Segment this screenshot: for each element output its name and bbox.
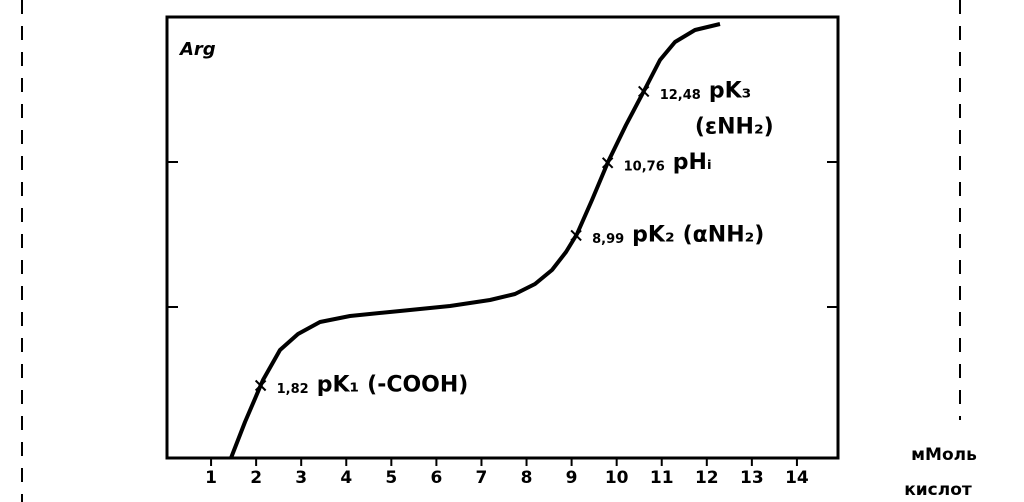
value-label: 8,99 [592, 232, 624, 247]
x-tick-label: 1 [205, 468, 217, 488]
x-tick-label: 3 [295, 468, 307, 488]
x-tick-label: 2 [250, 468, 262, 488]
pka-group: (εNH₂) [695, 114, 774, 139]
pka-symbol: pHᵢ [673, 150, 712, 175]
pka-marker [570, 229, 582, 242]
pka-group: (-COOH) [367, 373, 468, 398]
plot-frame [165, 15, 840, 460]
x-tick-label: 14 [785, 468, 809, 488]
pka-marker [637, 85, 650, 98]
marker-cross [601, 157, 614, 169]
pka-marker [254, 379, 267, 392]
titration-curve [229, 22, 721, 459]
x-tick-label: 5 [385, 468, 397, 488]
pka-symbol: pK₂ [632, 222, 674, 247]
value-label: 12,48 [660, 88, 701, 103]
x-tick-label: 13 [740, 468, 764, 488]
x-axis-label: кислот [904, 480, 972, 500]
x-tick-label: 9 [566, 468, 578, 488]
x-tick-label: 8 [521, 468, 533, 488]
x-tick-label: 12 [695, 468, 719, 488]
pka-symbol: pK₃ [709, 78, 751, 103]
marker-cross [254, 379, 267, 392]
x-tick-label: 4 [340, 468, 352, 488]
pka-marker [601, 157, 614, 169]
pka-symbol: pK₁ [317, 373, 359, 398]
chart-title: Arg [178, 39, 216, 60]
x-tick-label: 7 [476, 468, 488, 488]
marker-cross [637, 85, 650, 98]
x-tick-label: 6 [430, 468, 442, 488]
x-axis-label: мМоль [911, 445, 977, 465]
x-tick-label: 11 [650, 468, 674, 488]
marker-cross [570, 229, 582, 242]
value-label: 1,82 [277, 382, 309, 397]
value-label: 10,76 [624, 159, 665, 174]
pka-group: (αNH₂) [683, 222, 765, 247]
x-tick-label: 10 [605, 468, 629, 488]
